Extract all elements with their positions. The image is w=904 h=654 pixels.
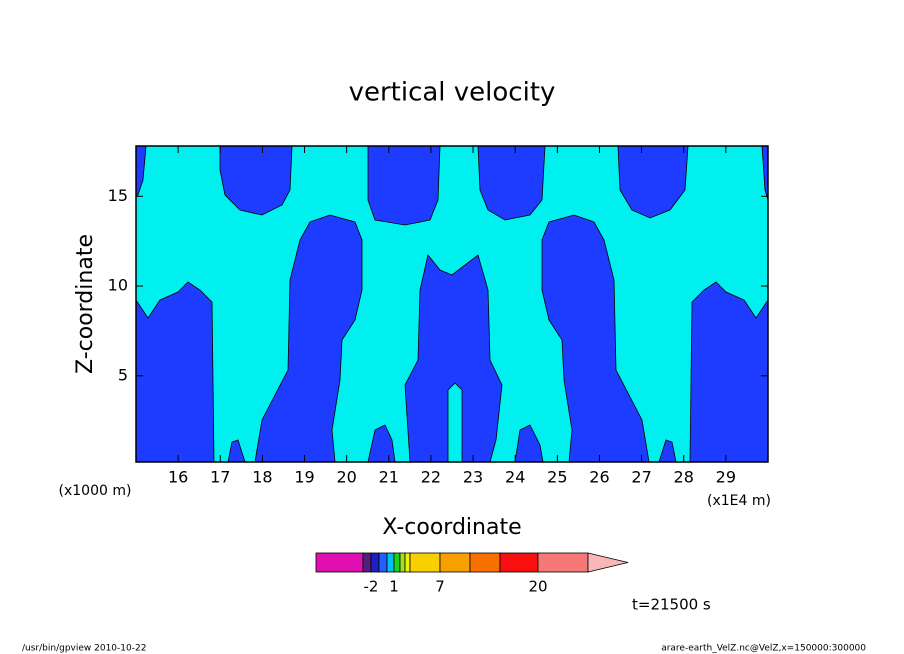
y-axis-label: Z-coordinate bbox=[73, 234, 98, 374]
colorbar-segment bbox=[370, 552, 380, 573]
contour-region bbox=[541, 214, 650, 463]
contour-regions bbox=[135, 145, 769, 463]
x-tick-label: 24 bbox=[505, 468, 525, 487]
colorbar-segment bbox=[404, 552, 411, 573]
contour-region bbox=[617, 145, 689, 219]
x-tick-label: 20 bbox=[336, 468, 356, 487]
plot-frame bbox=[135, 145, 769, 463]
footer-right: arare-earth_VelZ.nc@VelZ,x=150000:300000 bbox=[661, 644, 866, 654]
x-tick-label: 23 bbox=[463, 468, 483, 487]
contour-field bbox=[135, 145, 769, 463]
colorbar-tick-label: 7 bbox=[435, 578, 445, 596]
colorbar-segment bbox=[362, 552, 372, 573]
colorbar-segment bbox=[469, 552, 501, 573]
contour-region bbox=[367, 145, 441, 226]
colorbar-tick-label: 1 bbox=[389, 578, 399, 596]
footer-left: /usr/bin/gpview 2010-10-22 bbox=[22, 644, 146, 654]
chart-title: vertical velocity bbox=[349, 78, 556, 108]
colorbar-tick-label: -2 bbox=[364, 578, 379, 596]
colorbar-segment bbox=[393, 552, 401, 573]
colorbar-segment bbox=[439, 552, 471, 573]
x-unit-right: (x1E4 m) bbox=[707, 493, 771, 509]
x-tick-label: 22 bbox=[421, 468, 441, 487]
x-tick-label: 27 bbox=[631, 468, 651, 487]
x-axis-label: X-coordinate bbox=[382, 515, 521, 540]
x-tick-label: 18 bbox=[252, 468, 272, 487]
contour-hole bbox=[447, 382, 463, 463]
colorbar-segment bbox=[386, 552, 395, 573]
x-tick-label: 21 bbox=[379, 468, 399, 487]
y-tick-label: 5 bbox=[118, 365, 128, 384]
x-tick-label: 29 bbox=[716, 468, 736, 487]
colorbar-segment bbox=[537, 552, 589, 573]
time-label: t=21500 s bbox=[632, 596, 711, 614]
contour-region bbox=[689, 281, 769, 463]
colorbar-segment bbox=[399, 552, 406, 573]
colorbar-segment bbox=[378, 552, 388, 573]
colorbar-tick-label: 20 bbox=[528, 578, 547, 596]
contour-region bbox=[477, 145, 546, 221]
y-tick-label: 10 bbox=[108, 276, 128, 295]
colorbar-extension bbox=[587, 552, 629, 573]
colorbar-segment bbox=[499, 552, 539, 573]
x-tick-label: 26 bbox=[589, 468, 609, 487]
x-tick-label: 19 bbox=[294, 468, 314, 487]
contour-region bbox=[219, 145, 293, 216]
colorbar-segment bbox=[409, 552, 441, 573]
x-unit-left: (x1000 m) bbox=[59, 483, 132, 499]
x-tick-label: 16 bbox=[168, 468, 188, 487]
contour-region bbox=[404, 254, 503, 463]
x-tick-label: 17 bbox=[210, 468, 230, 487]
y-tick-label: 15 bbox=[108, 186, 128, 205]
x-tick-label: 25 bbox=[547, 468, 567, 487]
contour-region bbox=[254, 214, 363, 463]
contour-region bbox=[135, 281, 215, 463]
colorbar-segment bbox=[315, 552, 364, 573]
x-tick-label: 28 bbox=[674, 468, 694, 487]
